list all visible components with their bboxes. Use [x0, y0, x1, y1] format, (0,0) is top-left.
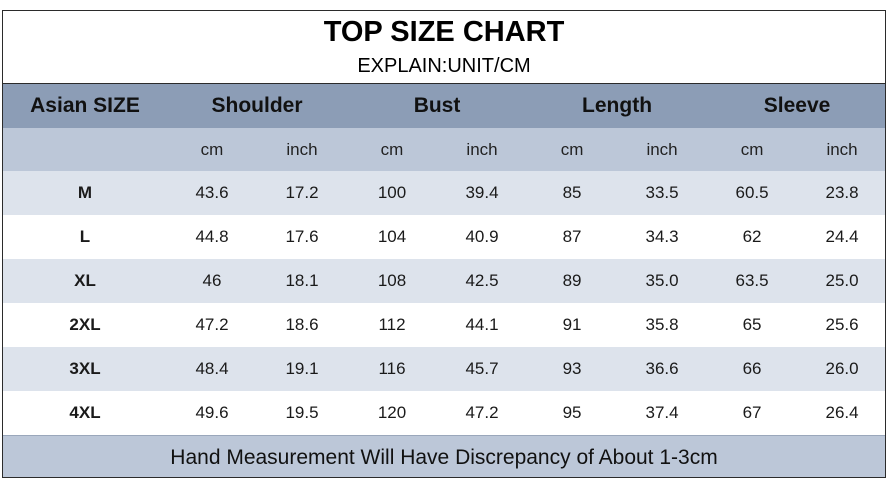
table-cell: 44.1 — [437, 303, 528, 347]
table-cell: 42.5 — [437, 259, 528, 303]
unit-cell: inch — [257, 128, 348, 171]
table-cell: 26.4 — [797, 391, 885, 435]
table-cell: 116 — [347, 347, 438, 391]
table-row: 3XL 48.4 19.1 116 45.7 93 36.6 66 26.0 — [3, 347, 885, 391]
table-cell: 26.0 — [797, 347, 885, 391]
footer-note: Hand Measurement Will Have Discrepancy o… — [3, 435, 885, 477]
table-cell: 91 — [527, 303, 618, 347]
table-row: 2XL 47.2 18.6 112 44.1 91 35.8 65 25.6 — [3, 303, 885, 347]
header-row: Asian SIZE Shoulder Bust Length Sleeve — [3, 84, 885, 128]
unit-cell: cm — [527, 128, 618, 171]
header-shoulder: Shoulder — [167, 84, 348, 128]
table-cell: 17.6 — [257, 215, 348, 259]
table-cell: 39.4 — [437, 171, 528, 215]
table-cell: 85 — [527, 171, 618, 215]
table-cell: 100 — [347, 171, 438, 215]
unit-cell: inch — [617, 128, 708, 171]
table-row: 4XL 49.6 19.5 120 47.2 95 37.4 67 26.4 — [3, 391, 885, 435]
title-block: TOP SIZE CHART EXPLAIN:UNIT/CM — [3, 11, 885, 84]
table-cell: 43.6 — [167, 171, 257, 215]
header-bust: Bust — [347, 84, 528, 128]
table-cell: 95 — [527, 391, 618, 435]
table-cell: 40.9 — [437, 215, 528, 259]
size-label: 4XL — [3, 391, 167, 435]
table-row: M 43.6 17.2 100 39.4 85 33.5 60.5 23.8 — [3, 171, 885, 215]
unit-row: cm inch cm inch cm inch cm inch — [3, 128, 885, 171]
table-cell: 19.1 — [257, 347, 348, 391]
table-cell: 18.6 — [257, 303, 348, 347]
size-label: XL — [3, 259, 167, 303]
header-size: Asian SIZE — [3, 84, 167, 128]
unit-cell: cm — [347, 128, 438, 171]
table-cell: 87 — [527, 215, 618, 259]
unit-cell: cm — [167, 128, 257, 171]
table-cell: 25.0 — [797, 259, 885, 303]
unit-empty — [3, 128, 167, 171]
table-cell: 34.3 — [617, 215, 708, 259]
table-cell: 67 — [707, 391, 798, 435]
table-cell: 66 — [707, 347, 798, 391]
header-length: Length — [527, 84, 708, 128]
table-cell: 37.4 — [617, 391, 708, 435]
size-label: 3XL — [3, 347, 167, 391]
unit-cell: inch — [797, 128, 885, 171]
size-label: 2XL — [3, 303, 167, 347]
table-cell: 120 — [347, 391, 438, 435]
table-cell: 89 — [527, 259, 618, 303]
table-cell: 93 — [527, 347, 618, 391]
table-cell: 49.6 — [167, 391, 257, 435]
table-cell: 33.5 — [617, 171, 708, 215]
chart-subtitle: EXPLAIN:UNIT/CM — [357, 55, 531, 77]
table-cell: 47.2 — [437, 391, 528, 435]
table-cell: 24.4 — [797, 215, 885, 259]
table-row: L 44.8 17.6 104 40.9 87 34.3 62 24.4 — [3, 215, 885, 259]
table-cell: 60.5 — [707, 171, 798, 215]
table-cell: 63.5 — [707, 259, 798, 303]
size-label: M — [3, 171, 167, 215]
unit-cell: cm — [707, 128, 798, 171]
table-cell: 47.2 — [167, 303, 257, 347]
table-cell: 46 — [167, 259, 257, 303]
table-cell: 18.1 — [257, 259, 348, 303]
table-row: XL 46 18.1 108 42.5 89 35.0 63.5 25.0 — [3, 259, 885, 303]
table-cell: 112 — [347, 303, 438, 347]
table-cell: 108 — [347, 259, 438, 303]
table-cell: 62 — [707, 215, 798, 259]
table-cell: 17.2 — [257, 171, 348, 215]
table-cell: 65 — [707, 303, 798, 347]
size-chart: TOP SIZE CHART EXPLAIN:UNIT/CM Asian SIZ… — [2, 10, 886, 478]
header-sleeve: Sleeve — [707, 84, 885, 128]
size-table: Asian SIZE Shoulder Bust Length Sleeve c… — [3, 84, 885, 435]
table-cell: 19.5 — [257, 391, 348, 435]
unit-cell: inch — [437, 128, 528, 171]
table-cell: 104 — [347, 215, 438, 259]
table-cell: 35.0 — [617, 259, 708, 303]
table-cell: 35.8 — [617, 303, 708, 347]
table-cell: 48.4 — [167, 347, 257, 391]
size-label: L — [3, 215, 167, 259]
table-cell: 44.8 — [167, 215, 257, 259]
table-cell: 36.6 — [617, 347, 708, 391]
chart-title: TOP SIZE CHART — [323, 16, 565, 48]
table-cell: 45.7 — [437, 347, 528, 391]
table-cell: 23.8 — [797, 171, 885, 215]
table-cell: 25.6 — [797, 303, 885, 347]
